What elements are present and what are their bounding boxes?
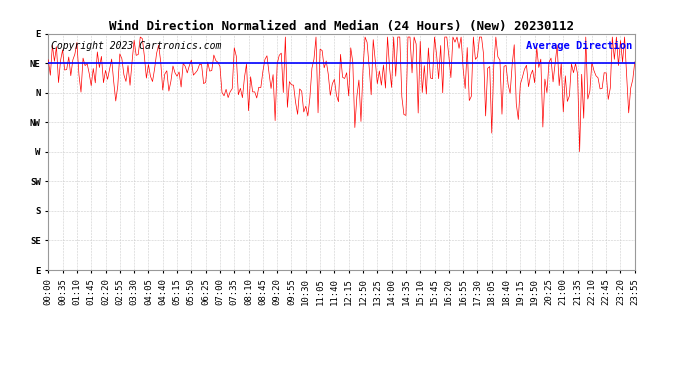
Title: Wind Direction Normalized and Median (24 Hours) (New) 20230112: Wind Direction Normalized and Median (24… [109,20,574,33]
Text: Average Direction: Average Direction [526,41,632,51]
Text: Copyright 2023 Cartronics.com: Copyright 2023 Cartronics.com [51,41,221,51]
